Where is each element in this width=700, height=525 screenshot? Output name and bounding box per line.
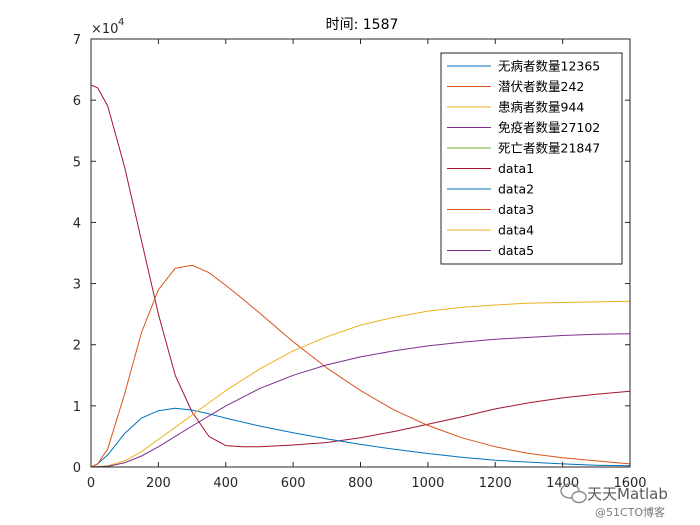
wechat-icon	[560, 483, 587, 504]
legend-label: 潜伏者数量242	[498, 79, 584, 94]
y-tick-label: 6	[73, 94, 81, 109]
legend-box	[440, 52, 623, 265]
y-tick-label: 4	[73, 216, 81, 231]
legend-label: 免疫者数量27102	[498, 120, 600, 135]
y-axis-ticks: 0 1 2 3 4 5 6 7	[73, 33, 630, 476]
y-tick-label: 3	[73, 278, 81, 293]
watermark-brand: 天天Matlab	[587, 485, 668, 503]
legend-label: 患病者数量944	[498, 100, 584, 115]
x-tick-label: 1600	[613, 476, 646, 491]
x-axis-ticks: 0 200 400 600 800 1000 1200 1400 1600	[87, 39, 647, 491]
series-line-4	[90, 300, 631, 468]
watermark: 天天Matlab @51CTO博客	[560, 483, 668, 519]
legend-entry: data1	[447, 161, 534, 176]
series-line-2	[90, 407, 631, 468]
y-tick-label: 0	[73, 461, 81, 476]
x-tick-label: 600	[281, 476, 306, 491]
legend-label: data5	[498, 243, 534, 258]
legend-entry: 免疫者数量27102	[447, 120, 600, 135]
watermark-source: @51CTO博客	[595, 505, 665, 519]
legend-label: data4	[498, 223, 534, 238]
legend-entry: 无病者数量12365	[447, 59, 600, 74]
legend-entry: data5	[447, 243, 534, 258]
x-tick-label: 1200	[479, 476, 512, 491]
legend-label: 死亡者数量21847	[498, 141, 600, 156]
legend: 无病者数量12365 潜伏者数量242 患病者数量944 免疫者数量27102 死亡者数…	[440, 52, 623, 265]
x-tick-label: 1400	[546, 476, 579, 491]
x-tick-label: 200	[146, 476, 171, 491]
legend-entry: 潜伏者数量242	[447, 79, 584, 94]
x-tick-label: 1000	[411, 476, 444, 491]
y-exponent-power: 4	[118, 17, 124, 28]
y-tick-label: 2	[73, 339, 81, 354]
chart-title: 时间: 1587	[326, 17, 399, 33]
legend-entry: 死亡者数量21847	[447, 141, 600, 156]
series-layer	[90, 84, 631, 468]
y-tick-label: 5	[73, 155, 81, 170]
legend-label: data1	[498, 161, 534, 176]
legend-entry: data4	[447, 223, 534, 238]
legend-label: 无病者数量12365	[498, 59, 600, 74]
x-tick-label: 0	[87, 476, 95, 491]
legend-label: data3	[498, 202, 534, 217]
series-line-1	[90, 84, 631, 448]
y-exponent-base: ×10	[91, 22, 118, 37]
legend-label: data2	[498, 182, 534, 197]
legend-entry: 患病者数量944	[447, 100, 584, 115]
y-tick-label: 1	[73, 400, 81, 415]
y-exponent-label: ×10 4	[91, 17, 124, 37]
series-line-3	[90, 264, 631, 468]
x-tick-label: 800	[348, 476, 373, 491]
y-tick-label: 7	[73, 33, 81, 48]
series-line-5	[90, 333, 631, 468]
legend-entry: data2	[447, 182, 534, 197]
x-tick-label: 400	[213, 476, 238, 491]
legend-entry: data3	[447, 202, 534, 217]
